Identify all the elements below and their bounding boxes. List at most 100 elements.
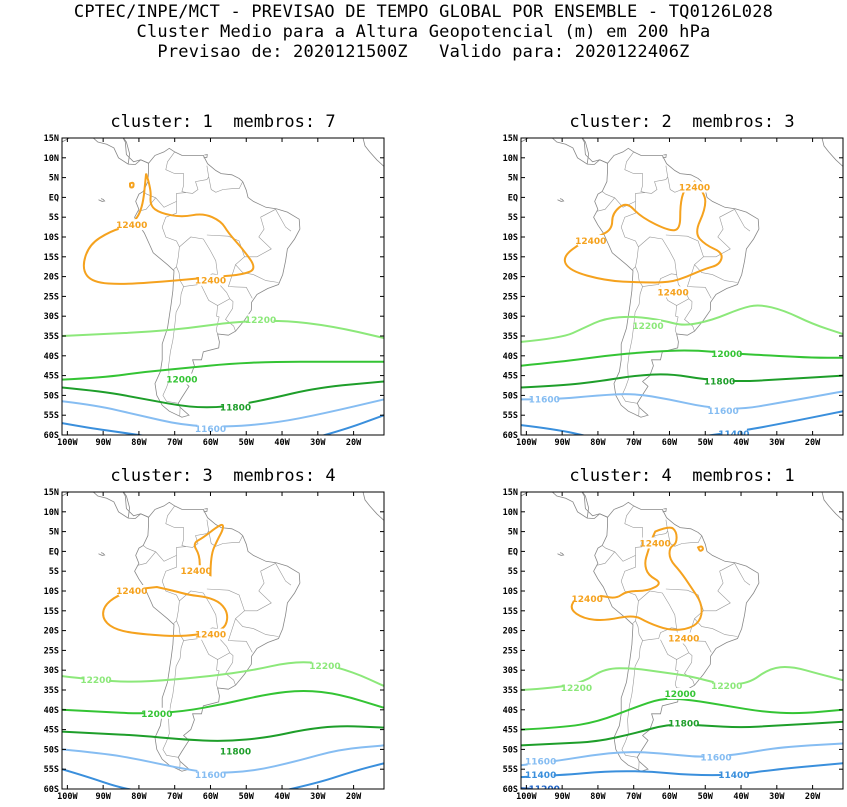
lat-tick-label: 5S — [49, 213, 59, 223]
lon-tick-label: 70W — [626, 438, 642, 448]
contour-label: 11600 — [707, 407, 738, 417]
contour-label: 12400 — [668, 635, 699, 645]
country-border — [143, 192, 176, 208]
country-border — [685, 653, 695, 685]
lat-tick-label: 55S — [44, 765, 59, 775]
lat-tick-label: 25S — [44, 646, 59, 656]
lat-tick-label: 5N — [508, 528, 518, 538]
contour-label: 12200 — [309, 662, 340, 672]
lat-tick-label: 45S — [503, 372, 518, 382]
island-outline — [121, 134, 130, 164]
lat-tick-label: 30S — [503, 312, 518, 322]
island-outline — [580, 488, 589, 518]
country-border — [720, 209, 750, 231]
lon-tick-label: 20W — [805, 438, 821, 448]
lat-tick-label: 30S — [44, 666, 59, 676]
central-america-coastline — [521, 128, 608, 164]
contour-label: 12400 — [572, 595, 603, 605]
lat-tick-label: 15S — [503, 607, 518, 617]
contour-label: 11600 — [529, 395, 560, 405]
lon-tick-label: 20W — [805, 792, 821, 802]
lat-tick-label: 40S — [503, 352, 518, 362]
lat-tick-label: 15S — [44, 253, 59, 263]
contour-line-12400 — [698, 546, 703, 550]
contour-line-12000 — [521, 351, 843, 366]
lat-tick-label: 15N — [44, 134, 59, 144]
lat-tick-label: 15S — [44, 607, 59, 617]
africa-coastline — [822, 136, 844, 167]
contour-label: 11600 — [195, 771, 226, 781]
contour-label: 11800 — [704, 378, 735, 388]
lat-tick-label: 5S — [49, 567, 59, 577]
map-panel-1: 12400124001220012000118001160015N10N5NEQ… — [22, 134, 390, 453]
country-border — [163, 287, 184, 404]
lon-tick-label: 20W — [346, 438, 362, 448]
country-border — [162, 193, 186, 270]
country-border — [209, 177, 243, 193]
contour-line-12000 — [62, 691, 384, 713]
contour-label: 11600 — [700, 753, 731, 763]
country-border — [666, 235, 704, 257]
contour-label: 12000 — [711, 350, 742, 360]
lon-tick-label: 90W — [95, 438, 111, 448]
map-basemap: 1240012400124001220012000118001160011600… — [521, 128, 843, 440]
lon-tick-label: 40W — [274, 438, 290, 448]
lon-tick-label: 60W — [203, 438, 219, 448]
country-border — [675, 306, 678, 335]
island-outline — [580, 134, 589, 164]
contour-label: 12400 — [195, 277, 226, 287]
lon-tick-label: 30W — [310, 438, 326, 448]
panel-2-title: cluster: 2 membros: 3 — [517, 112, 847, 132]
contour-label: 12400 — [657, 288, 688, 298]
lat-tick-label: 50S — [44, 745, 59, 755]
lat-tick-label: 15N — [44, 488, 59, 498]
lon-tick-label: 100W — [57, 792, 78, 802]
lat-tick-label: 40S — [44, 352, 59, 362]
contour-label: 12400 — [116, 587, 147, 597]
africa-coastline — [363, 490, 385, 521]
contour-label: 11800 — [220, 747, 251, 757]
central-america-coastline — [521, 482, 608, 518]
country-border — [597, 198, 615, 212]
island-outline — [558, 553, 564, 556]
lat-tick-label: 20S — [44, 627, 59, 637]
lon-tick-label: 40W — [733, 438, 749, 448]
contour-line-12400 — [565, 182, 722, 283]
lat-tick-label: 55S — [503, 411, 518, 421]
africa-coastline — [822, 490, 844, 521]
lat-tick-label: 45S — [503, 726, 518, 736]
lon-tick-label: 60W — [203, 792, 219, 802]
lon-tick-label: 50W — [698, 792, 714, 802]
contour-label: 12400 — [575, 237, 606, 247]
lon-tick-label: 60W — [662, 792, 678, 802]
contour-label: 11400 — [718, 771, 749, 781]
africa-coastline — [363, 136, 385, 167]
lat-tick-label: 50S — [503, 745, 518, 755]
contour-label: 12200 — [561, 684, 592, 694]
country-border — [621, 547, 645, 624]
lon-tick-label: 50W — [698, 438, 714, 448]
lat-tick-label: 5S — [508, 213, 518, 223]
contour-line-11800 — [521, 374, 843, 387]
lon-tick-label: 100W — [516, 792, 537, 802]
lon-tick-label: 40W — [274, 792, 290, 802]
lat-tick-label: 35S — [503, 332, 518, 342]
country-border — [226, 653, 236, 685]
lon-tick-label: 100W — [57, 438, 78, 448]
central-america-coastline — [62, 128, 149, 164]
country-border — [226, 299, 236, 331]
lon-tick-label: 40W — [733, 792, 749, 802]
contour-label: 12000 — [141, 710, 172, 720]
lon-tick-label: 90W — [554, 792, 570, 802]
contour-line-12400 — [130, 183, 134, 188]
lat-tick-label: 20S — [503, 627, 518, 637]
country-border — [216, 660, 219, 689]
lat-tick-label: 25S — [503, 292, 518, 302]
lat-tick-label: 35S — [44, 332, 59, 342]
header-line-3: Previsao de: 2020121500Z Valido para: 20… — [0, 42, 847, 62]
contour-label: 12000 — [166, 376, 197, 386]
island-outline — [121, 488, 130, 518]
country-border — [668, 531, 702, 547]
country-border — [636, 237, 677, 287]
lat-tick-label: 5N — [49, 528, 59, 538]
